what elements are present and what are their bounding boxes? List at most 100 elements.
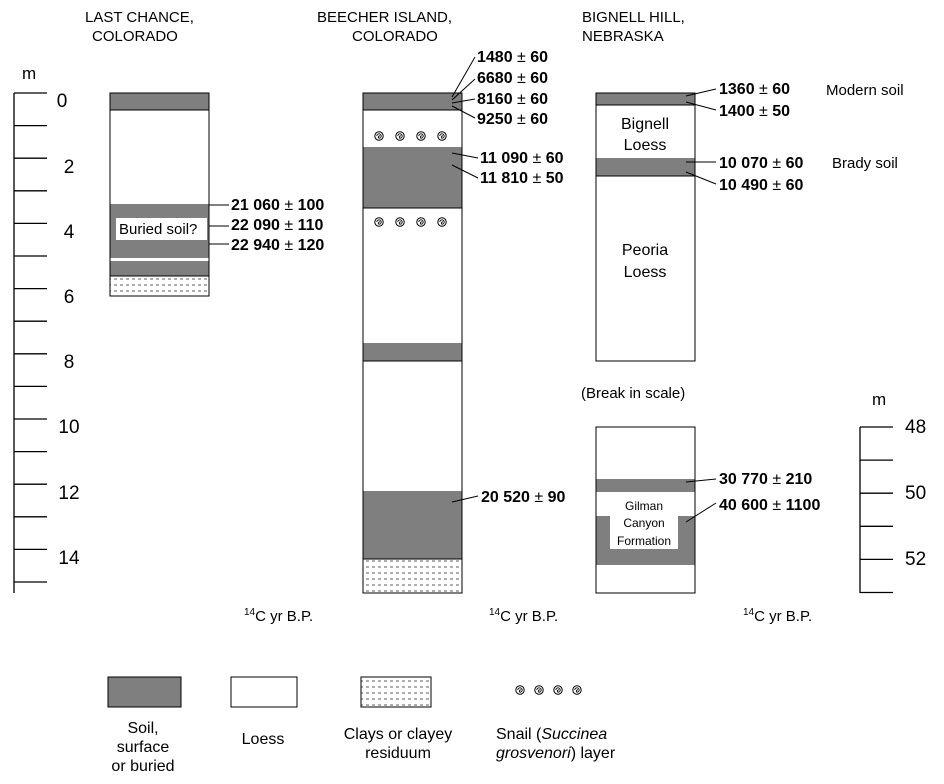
radiocarbon-date: 21 060 ± 100 — [231, 197, 324, 214]
soil-layer — [110, 261, 209, 276]
gilman-label-box — [610, 496, 678, 549]
age-unit-caption: 14C yr B.P. — [743, 607, 812, 625]
date-leader-line — [451, 495, 479, 503]
left-tick-label: 14 — [58, 548, 80, 569]
legend-clay-swatch — [360, 676, 432, 708]
soil-layer — [596, 159, 695, 176]
left-tick-label: 12 — [58, 483, 79, 504]
legend-soil-swatch — [107, 676, 182, 708]
left-tick-label: 10 — [58, 417, 79, 438]
left-tick-label: 2 — [64, 157, 75, 178]
date-leader-line — [685, 171, 717, 185]
gilman-canyon-label: Formation — [617, 534, 671, 548]
brady-soil-label: Brady soil — [832, 155, 898, 172]
loess-layer — [109, 109, 210, 206]
soil-layer — [363, 93, 462, 110]
radiocarbon-date: 11 810 ± 50 — [480, 170, 564, 187]
left-scale-unit: m — [22, 64, 36, 83]
left-depth-scale: m 0 2 4 6 8 10 12 14 — [13, 64, 80, 593]
loess-layer — [362, 207, 463, 345]
date-leader-line — [685, 478, 717, 483]
legend-soil-label: or buried — [111, 758, 174, 775]
date-leader-line — [451, 98, 476, 104]
age-unit-caption: 14C yr B.P. — [244, 607, 313, 625]
date-leader-line — [451, 152, 479, 159]
loess-layer — [595, 175, 696, 362]
buried-soil-label: Buried soil? — [119, 221, 197, 238]
soil-layer — [363, 148, 462, 208]
legend-loess-swatch — [230, 676, 298, 708]
column-outline — [595, 92, 696, 362]
peoria-loess-label: Peoria — [622, 242, 668, 259]
column-outline — [362, 92, 463, 594]
buried-soil-label-box — [116, 218, 207, 240]
radiocarbon-date: 11 090 ± 60 — [480, 150, 564, 167]
soil-layer — [363, 492, 462, 559]
date-leader-line — [451, 78, 476, 101]
beecher-island-title-line2: COLORADO — [352, 28, 438, 45]
legend-loess-label: Loess — [242, 731, 285, 748]
soil-layer — [596, 480, 695, 492]
beecher-island-title-line1: BEECHER ISLAND, — [317, 9, 452, 26]
radiocarbon-date: 20 520 ± 90 — [481, 489, 566, 506]
right-depth-scale: m 48 50 52 — [859, 390, 926, 594]
loess-layer — [596, 565, 695, 593]
loess-layer — [362, 360, 463, 493]
left-tick-label: 8 — [64, 352, 75, 373]
radiocarbon-date: 22 940 ± 120 — [231, 237, 324, 254]
bignell-loess-label: Bignell — [621, 116, 669, 133]
loess-layer — [110, 258, 209, 261]
left-tick-label: 6 — [64, 287, 75, 308]
left-tick-label: 0 — [57, 91, 68, 112]
left-tick-label: 4 — [64, 222, 75, 243]
right-tick-label: 50 — [905, 483, 926, 504]
legend-soil-label: surface — [117, 739, 170, 756]
soil-layer — [363, 344, 462, 361]
last-chance-column: Buried soil? 21 060 ± 100 22 090 ± 110 2… — [109, 92, 324, 297]
radiocarbon-date: 1480 ± 60 — [477, 49, 548, 66]
legend-soil-label: Soil, — [127, 720, 158, 737]
radiocarbon-date: 8160 ± 60 — [477, 91, 548, 108]
date-leader-line — [685, 101, 717, 111]
legend-snail-label: Snail (Succinea — [496, 726, 607, 743]
legend-clay-label: Clays or clayey — [344, 726, 452, 743]
radiocarbon-date: 30 770 ± 210 — [719, 471, 812, 488]
peoria-loess-label: Loess — [624, 264, 667, 281]
clay-layer — [362, 558, 463, 594]
radiocarbon-date: 10 070 ± 60 — [719, 155, 804, 172]
break-in-scale-note: (Break in scale) — [581, 385, 685, 402]
radiocarbon-date: 10 490 ± 60 — [719, 177, 804, 194]
bignell-hill-column: Bignell Loess Peoria Loess 1360 ± 60 140… — [581, 81, 904, 594]
date-leader-line — [451, 56, 476, 98]
right-scale-unit: m — [872, 390, 886, 409]
last-chance-title-line2: COLORADO — [92, 28, 178, 45]
modern-soil-label: Modern soil — [826, 82, 904, 99]
right-tick-label: 48 — [905, 417, 926, 438]
radiocarbon-date: 22 090 ± 110 — [231, 217, 324, 234]
loess-layer — [362, 109, 463, 149]
soil-layer — [596, 93, 695, 105]
column-outline — [109, 92, 210, 297]
radiocarbon-date: 9250 ± 60 — [477, 111, 548, 128]
bignell-hill-title-line2: NEBRASKA — [582, 28, 664, 45]
date-leader-line — [685, 88, 717, 97]
gilman-canyon-label: Gilman — [625, 499, 663, 513]
loess-layer — [595, 426, 696, 481]
legend-snail-label: grosvenori) layer — [496, 745, 616, 762]
right-tick-label: 52 — [905, 549, 926, 570]
date-leader-line — [451, 105, 476, 119]
radiocarbon-date: 1400 ± 50 — [719, 103, 790, 120]
age-unit-caption: 14C yr B.P. — [489, 607, 558, 625]
soil-layer — [110, 93, 209, 110]
legend-snail-symbol — [515, 685, 582, 695]
radiocarbon-date: 6680 ± 60 — [477, 70, 548, 87]
last-chance-title-line1: LAST CHANCE, — [85, 9, 194, 26]
date-leader-line — [685, 502, 717, 523]
bignell-loess-label: Loess — [624, 137, 667, 154]
date-leader-line — [451, 164, 479, 179]
gilman-canyon-label: Canyon — [623, 516, 664, 530]
legend: Soil, surface or buried Loess Clays or c… — [107, 676, 616, 775]
beecher-island-column: 1480 ± 60 6680 ± 60 8160 ± 60 9250 ± 60 … — [362, 49, 566, 594]
radiocarbon-date: 40 600 ± 1100 — [719, 497, 820, 514]
